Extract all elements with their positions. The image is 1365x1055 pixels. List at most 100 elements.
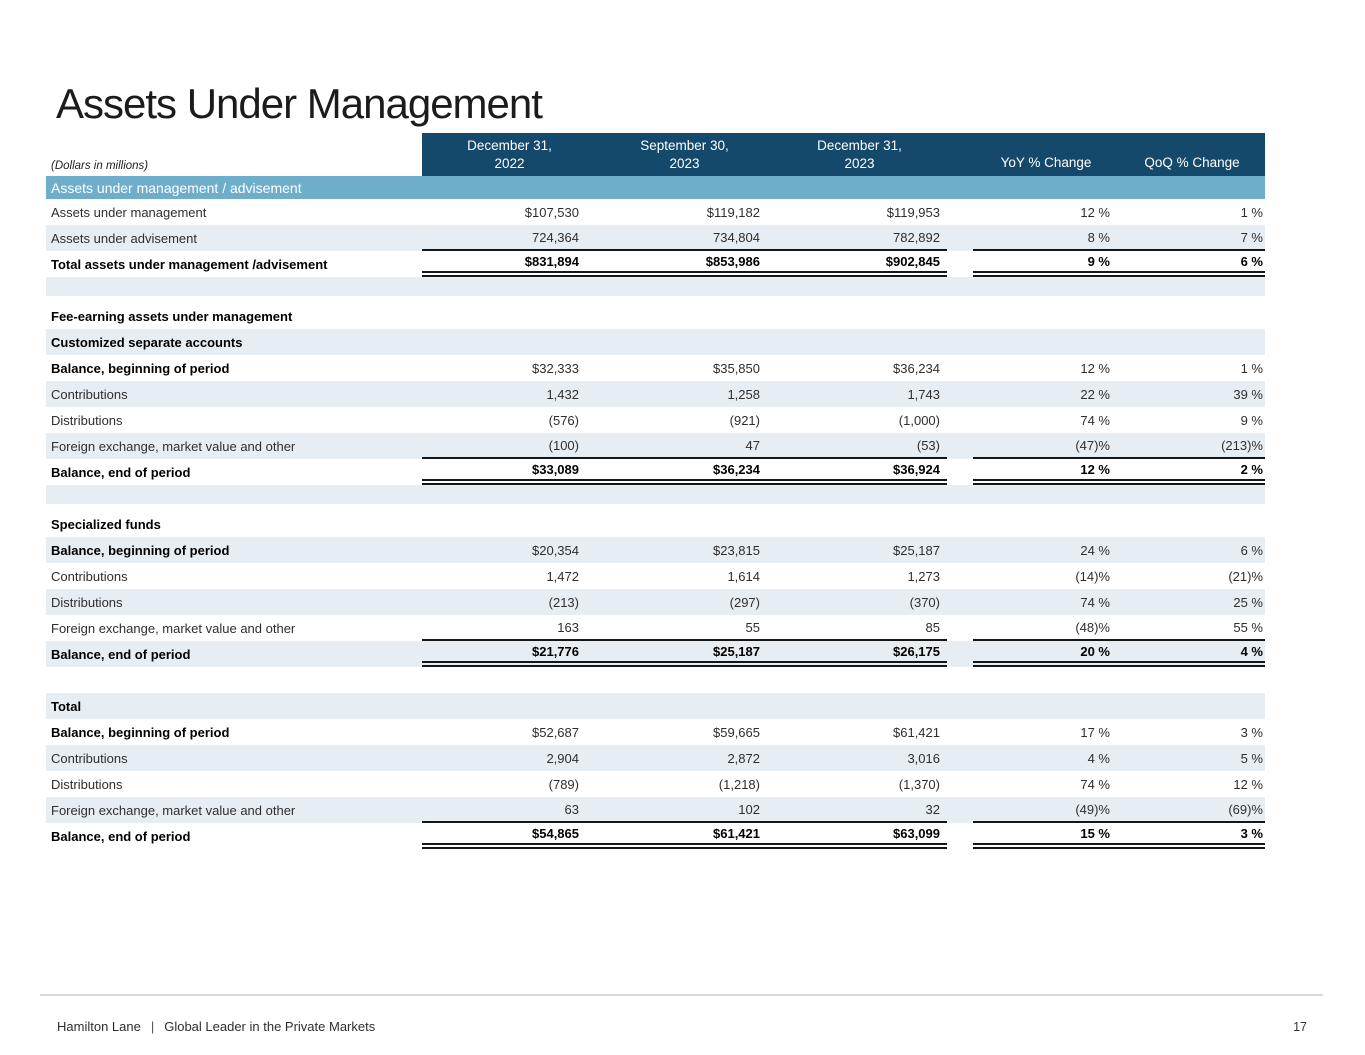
cell-value: 1,432	[546, 386, 579, 402]
cell-value: 6 %	[1240, 253, 1263, 269]
row-label: Foreign exchange, market value and other	[51, 620, 296, 636]
cell-value: $32,333	[532, 360, 579, 376]
cell-value: $26,175	[893, 643, 940, 659]
cell-value: (21)%	[1228, 568, 1263, 584]
column-gap	[947, 537, 973, 563]
cell-value: (921)	[729, 412, 760, 428]
section-title-row: Specialized funds	[46, 511, 1265, 537]
value-group-amounts	[422, 303, 947, 329]
column-gap	[947, 329, 973, 355]
value-group-amounts: (213) (297) (370)	[422, 589, 947, 615]
cell-value: 47	[745, 437, 760, 453]
row-label: Fee-earning assets under management	[51, 308, 293, 324]
cell-value: 734,804	[713, 229, 760, 245]
cell-value: $35,850	[713, 360, 760, 376]
value-group-percents: 12 % 1 %	[973, 355, 1265, 381]
column-gap	[947, 719, 973, 745]
cell-value: (49)%	[1075, 801, 1110, 817]
row-label: Distributions	[51, 412, 123, 428]
column-header-line: December 31,	[817, 137, 902, 153]
cell-value: $20,354	[532, 542, 579, 558]
column-gap	[947, 563, 973, 589]
row-label: Assets under management	[51, 204, 207, 220]
table-body: Assets under management $107,530 $119,18…	[46, 199, 1265, 849]
gap-row	[46, 296, 1265, 303]
value-group-amounts: $32,333 $35,850 $36,234	[422, 355, 947, 381]
spacer-row	[46, 277, 1265, 296]
cell-value: $23,815	[713, 542, 760, 558]
cell-value: $54,865	[532, 825, 579, 841]
value-group-percents	[973, 693, 1265, 719]
cell-value: $119,953	[886, 204, 940, 220]
row-label: Contributions	[51, 568, 128, 584]
section-band: Assets under management / advisement	[46, 176, 1265, 199]
cell-value: $902,845	[885, 253, 940, 269]
table-row: Balance, end of period $33,089 $36,234 $…	[46, 459, 1265, 485]
table-row: Assets under advisement 724,364 734,804 …	[46, 225, 1265, 251]
cell-value: 2 %	[1240, 461, 1263, 477]
cell-value: 63	[564, 801, 579, 817]
footer-tagline: Global Leader in the Private Markets	[164, 1019, 376, 1034]
value-group-percents: 12 % 2 %	[973, 459, 1265, 485]
cell-value	[597, 693, 772, 719]
cell-value: (1,000)	[898, 412, 940, 428]
column-gap	[947, 225, 973, 251]
cell-value: 163	[557, 619, 579, 635]
column-header-sep-2023: September 30, 2023	[597, 133, 772, 176]
value-group-amounts	[422, 329, 947, 355]
header-gap	[947, 133, 973, 176]
table-row: Assets under management $107,530 $119,18…	[46, 199, 1265, 225]
column-gap	[947, 459, 973, 485]
cell-value: 2,904	[546, 750, 579, 766]
cell-value: (1,218)	[718, 776, 760, 792]
table-header: (Dollars in millions) December 31, 2022 …	[46, 133, 1265, 176]
table-row: Foreign exchange, market value and other…	[46, 433, 1265, 459]
value-group-percents: 20 % 4 %	[973, 641, 1265, 667]
table-row: Contributions 2,904 2,872 3,016 4 % 5 %	[46, 745, 1265, 771]
value-group-percents: 22 % 39 %	[973, 381, 1265, 407]
row-label: Balance, beginning of period	[51, 542, 230, 558]
column-gap	[947, 381, 973, 407]
value-group-amounts: 2,904 2,872 3,016	[422, 745, 947, 771]
table-row: Foreign exchange, market value and other…	[46, 615, 1265, 641]
column-gap	[947, 251, 973, 277]
row-label: Balance, end of period	[51, 828, 191, 844]
cell-value: 1,472	[546, 568, 579, 584]
cell-value	[1119, 303, 1265, 329]
value-group-amounts: $20,354 $23,815 $25,187	[422, 537, 947, 563]
cell-value: 15 %	[1080, 825, 1110, 841]
cell-value: 1 %	[1240, 204, 1263, 220]
column-gap	[947, 797, 973, 823]
column-gap	[947, 823, 973, 849]
row-label: Foreign exchange, market value and other	[51, 438, 296, 454]
cell-value	[422, 511, 597, 537]
value-group-amounts: $33,089 $36,234 $36,924	[422, 459, 947, 485]
value-group-amounts	[422, 511, 947, 537]
cell-value: 1 %	[1240, 360, 1263, 376]
value-group-amounts: 163 55 85	[422, 615, 947, 641]
column-gap	[947, 745, 973, 771]
column-header-line: 2023	[844, 155, 875, 171]
row-label: Customized separate accounts	[51, 334, 243, 350]
cell-value	[973, 329, 1119, 355]
cell-value	[772, 329, 947, 355]
column-gap	[947, 407, 973, 433]
column-gap	[947, 641, 973, 667]
cell-value: 20 %	[1080, 643, 1110, 659]
value-group-amounts: (789) (1,218) (1,370)	[422, 771, 947, 797]
value-group-percents	[973, 329, 1265, 355]
cell-value: 85	[925, 619, 940, 635]
cell-value: 4 %	[1240, 643, 1263, 659]
value-group-amounts: (576) (921) (1,000)	[422, 407, 947, 433]
table-row: Balance, beginning of period $20,354 $23…	[46, 537, 1265, 563]
cell-value: (14)%	[1075, 568, 1110, 584]
cell-value: 2,872	[727, 750, 760, 766]
cell-value: $36,924	[893, 461, 940, 477]
table-row: Distributions (789) (1,218) (1,370) 74 %…	[46, 771, 1265, 797]
footer-brand: Hamilton Lane	[57, 1019, 141, 1034]
value-group-percents: 9 % 6 %	[973, 251, 1265, 277]
cell-value: 74 %	[1080, 594, 1110, 610]
cell-value	[597, 329, 772, 355]
cell-value: 12 %	[1080, 204, 1110, 220]
cell-value: $36,234	[713, 461, 760, 477]
